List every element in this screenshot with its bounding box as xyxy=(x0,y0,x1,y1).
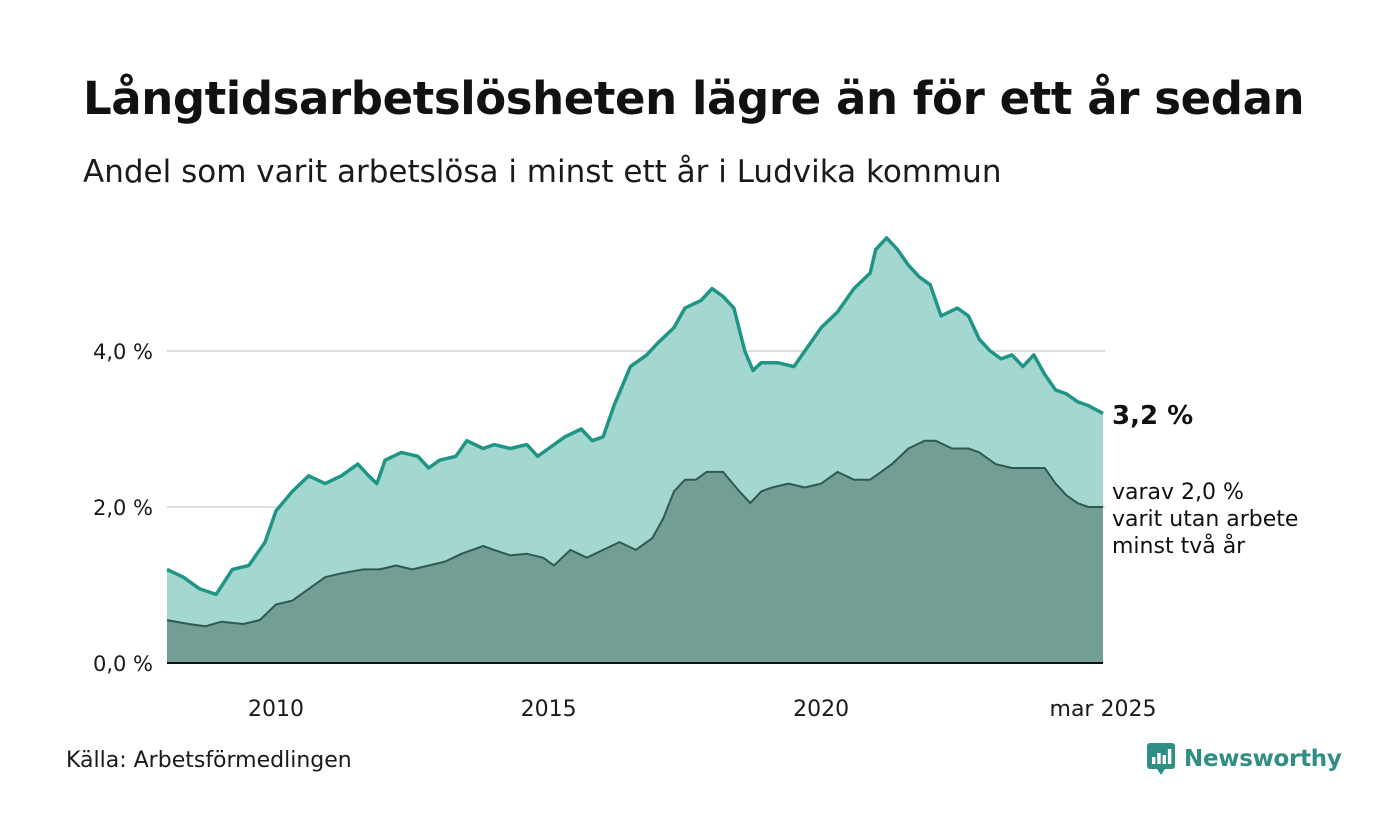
y-tick-label: 2,0 % xyxy=(93,496,153,520)
end-label-sub: varit utan arbete xyxy=(1112,507,1298,532)
x-tick-label: mar 2025 xyxy=(1050,697,1157,722)
newsworthy-logo-icon xyxy=(1147,743,1175,775)
source-note: Källa: Arbetsförmedlingen xyxy=(66,748,352,773)
chart-title: Långtidsarbetslösheten lägre än för ett … xyxy=(83,72,1305,125)
y-tick-label: 0,0 % xyxy=(93,652,153,676)
x-tick-label: 2020 xyxy=(793,697,849,722)
end-label-sub: varav 2,0 % xyxy=(1112,480,1244,505)
end-label-total: 3,2 % xyxy=(1112,401,1193,431)
total-line xyxy=(166,236,1104,597)
x-tick-label: 2015 xyxy=(521,697,577,722)
end-label-sub: minst två år xyxy=(1112,533,1246,559)
brand-logo: Newsworthy xyxy=(1146,742,1342,776)
chart-subtitle: Andel som varit arbetslösa i minst ett å… xyxy=(83,154,1002,190)
sub-area xyxy=(167,440,1103,663)
sub-line xyxy=(166,439,1103,628)
x-tick-label: 2010 xyxy=(248,697,304,722)
area-chart: 0,0 % 2,0 % 4,0 % 2010 2015 2020 mar 2025 3,2 %… xyxy=(93,236,1298,722)
y-tick-label: 4,0 % xyxy=(93,340,153,364)
brand-name: Newsworthy xyxy=(1184,746,1342,772)
